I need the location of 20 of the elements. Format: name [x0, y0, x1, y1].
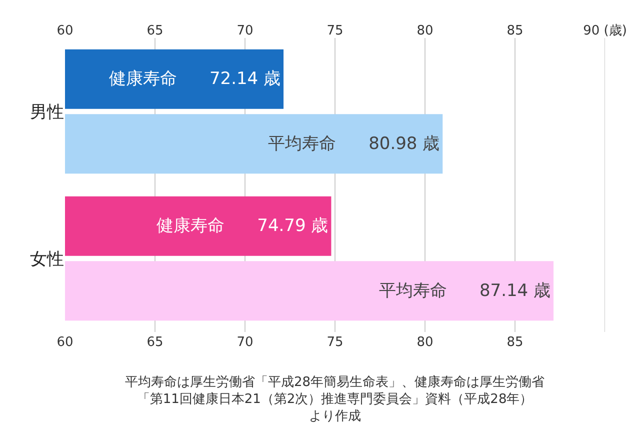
x2-tick-label: 70 [236, 23, 254, 38]
x2-tick-label: 80 [416, 23, 434, 38]
y-tick-label: 女性 [30, 249, 64, 270]
x-tick-label: 65 [146, 335, 164, 350]
text: 平均寿命 80.98 歳 [268, 134, 440, 154]
x-tick-label: 60 [56, 335, 74, 350]
text: 平均寿命 87.14 歳 [379, 280, 551, 301]
x2-tick-label: 90 (歳) [583, 23, 627, 38]
x2-tick-label: 85 [506, 23, 524, 38]
text: 健康寿命 74.79 歳 [156, 216, 328, 236]
x2-tick-label: 75 [326, 23, 344, 38]
y-tick-label: 男性 [30, 102, 64, 122]
x2-tick-label: 60 [56, 23, 74, 38]
x-tick-label: 75 [326, 335, 344, 350]
x-tick-label: 70 [236, 335, 254, 350]
text: 健康寿命 72.14 歳 [109, 69, 281, 90]
text: 平均寿命は厚生労働省「平成28年簡易生命表」、健康寿命は厚生労働省「第11回健康日本21（第2次）推進専門委員会」資料（平成28年）より作成 [125, 375, 545, 424]
x2-tick-label: 65 [146, 23, 164, 38]
x-tick-label: 80 [416, 335, 434, 350]
x-tick-label: 85 [506, 335, 524, 350]
